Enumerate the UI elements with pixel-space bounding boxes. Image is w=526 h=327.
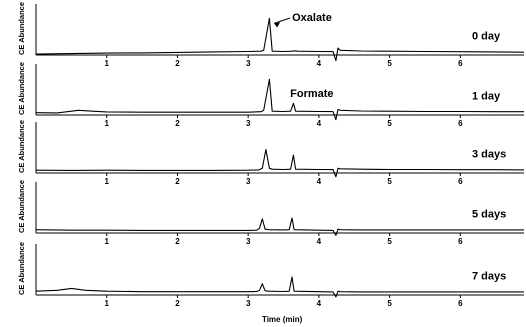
x-tick-label: 6 (458, 59, 463, 68)
day-label: 1 day (472, 90, 501, 102)
series-line-4 (35, 217, 524, 236)
x-tick-label: 6 (458, 119, 463, 128)
y-axis-label: CE Abundance (17, 120, 26, 173)
x-tick-label: 1 (104, 299, 109, 308)
x-tick-label: 3 (246, 299, 251, 308)
x-tick-label: 2 (175, 59, 180, 68)
annotation-arrow (273, 17, 291, 24)
annotation-formate: Formate (290, 88, 333, 100)
panel-2: CE Abundance 1 2 3 4 5 6 1 day Formate (17, 62, 524, 128)
panel-4: CE Abundance 1 2 3 4 5 6 5 days (17, 180, 524, 246)
x-tick-label: 1 (104, 119, 109, 128)
series-line-5 (35, 276, 524, 298)
series-line-1 (35, 17, 525, 62)
x-tick-label: 3 (246, 237, 251, 246)
series-line-3 (35, 148, 525, 178)
x-tick-label: 4 (317, 237, 322, 246)
day-label: 5 days (472, 208, 506, 220)
x-tick-label: 6 (458, 237, 463, 246)
x-tick-label: 2 (175, 119, 180, 128)
x-tick-label: 3 (246, 59, 251, 68)
x-tick-label: 4 (317, 119, 322, 128)
x-tick-label: 2 (175, 177, 180, 186)
panel-5: CE Abundance 1 2 3 4 5 6 7 days (17, 242, 524, 308)
x-tick-label: 1 (104, 237, 109, 246)
x-tick-label: 5 (387, 237, 392, 246)
arrow-head-icon (274, 22, 281, 28)
panel-3: CE Abundance 1 2 3 4 5 6 3 days (17, 120, 525, 186)
y-axis-label: CE Abundance (17, 2, 26, 55)
x-tick-label: 2 (175, 299, 180, 308)
x-tick-label: 6 (458, 299, 463, 308)
x-tick-label: 4 (317, 177, 322, 186)
x-tick-label: 4 (317, 59, 322, 68)
x-tick-label: 5 (387, 177, 392, 186)
x-tick-label: 2 (175, 237, 180, 246)
x-tick-label: 4 (317, 299, 322, 308)
x-tick-label: 5 (387, 119, 392, 128)
x-tick-label: 1 (104, 177, 109, 186)
x-tick-label: 3 (246, 119, 251, 128)
day-label: 0 day (472, 30, 501, 42)
day-label: 3 days (472, 148, 506, 160)
x-tick-label: 5 (387, 59, 392, 68)
x-tick-label: 5 (387, 299, 392, 308)
x-tick-label: 6 (458, 177, 463, 186)
x-axis-label: Time (min) (262, 315, 303, 324)
y-axis-label: CE Abundance (17, 180, 26, 233)
x-tick-label: 3 (246, 177, 251, 186)
panel-1: CE Abundance 1 2 3 4 5 6 0 day Oxalate (17, 2, 525, 68)
day-label: 7 days (472, 270, 506, 282)
series-line-2 (35, 78, 524, 121)
y-axis-label: CE Abundance (17, 242, 26, 295)
annotation-oxalate: Oxalate (292, 12, 332, 24)
x-tick-label: 1 (104, 59, 109, 68)
y-axis-label: CE Abundance (17, 62, 26, 115)
